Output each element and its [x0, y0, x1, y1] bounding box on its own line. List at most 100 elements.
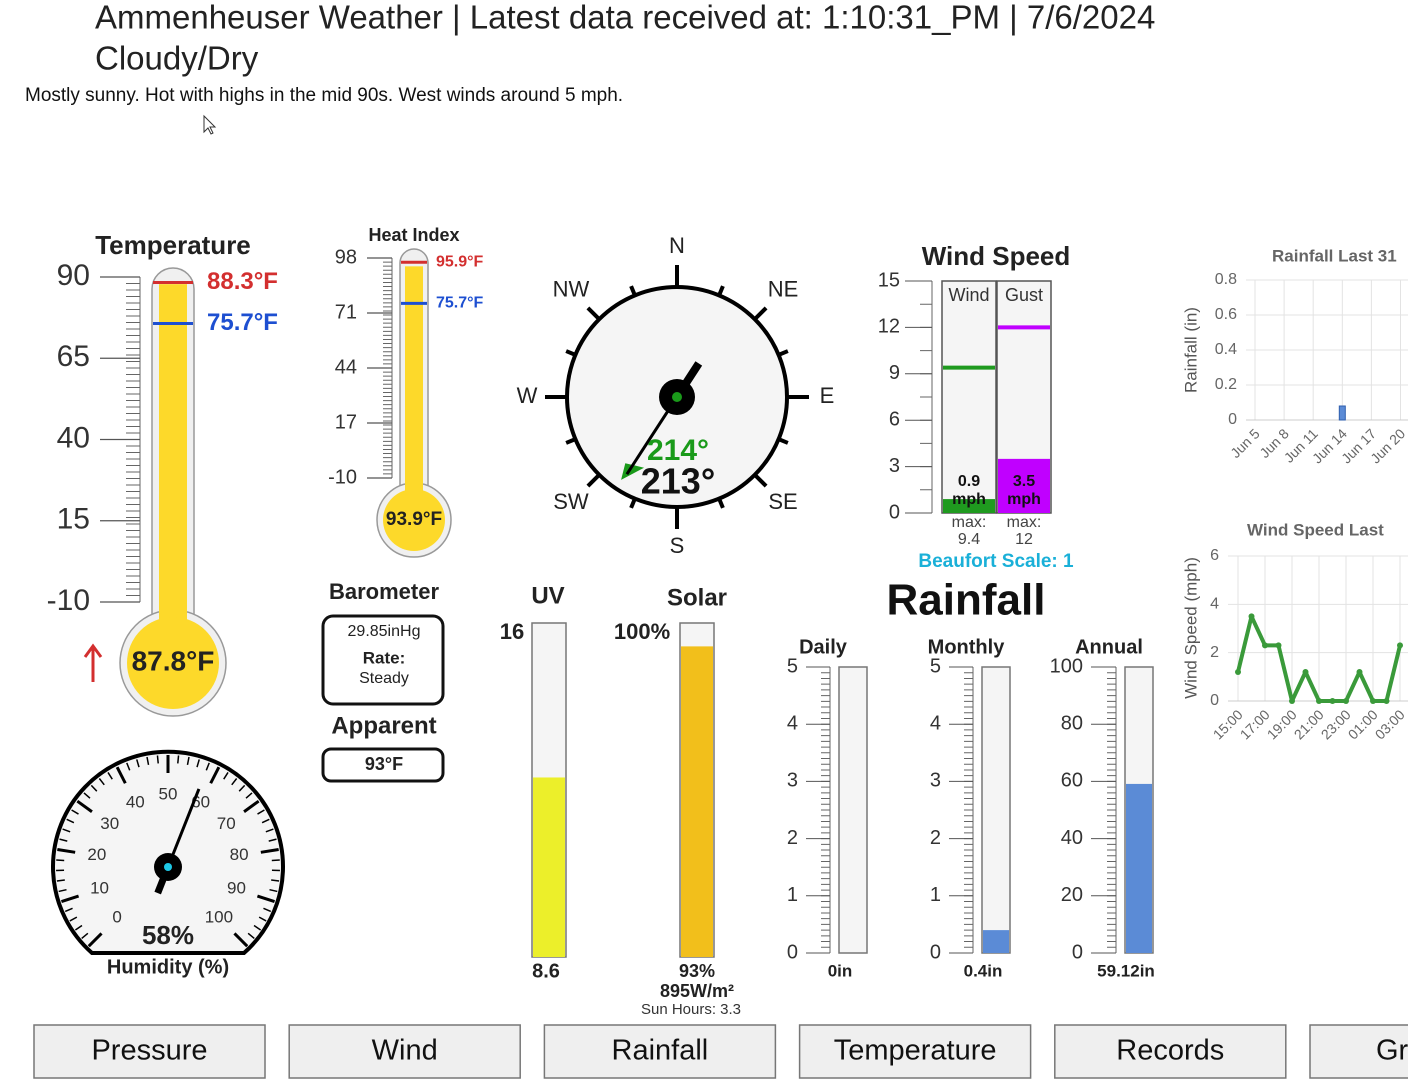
- tick-label: 15: [57, 503, 90, 536]
- tick-label: 4: [787, 712, 798, 734]
- condition: Cloudy/Dry: [95, 40, 259, 77]
- barometer-reading: 29.85inHg: [348, 623, 421, 640]
- tick-label: 6: [889, 408, 900, 430]
- dial-major-tick: [256, 894, 275, 904]
- wind-header: Wind: [948, 285, 989, 305]
- nav-button[interactable]: Gr: [1309, 1024, 1408, 1079]
- tick-label: 0: [930, 941, 941, 963]
- max-label: max:: [1007, 514, 1042, 531]
- nav-button-bg[interactable]: [798, 1024, 1032, 1079]
- bar: [1338, 405, 1346, 421]
- gauge-title: Heat Index: [368, 225, 459, 245]
- gauge-title: Monthly: [928, 636, 1006, 658]
- x-tick-label: 19:00: [1264, 706, 1300, 742]
- nav-button-bg[interactable]: [33, 1024, 266, 1079]
- nav-button-bg[interactable]: [543, 1024, 777, 1079]
- chart-title: Rainfall Last 31: [1272, 246, 1397, 265]
- solar-irradiance: 895W/m²: [660, 981, 734, 1001]
- point: [1343, 698, 1349, 704]
- sun-hours: Sun Hours: 3.3: [641, 1001, 741, 1018]
- tick-label: 98: [335, 246, 357, 268]
- gauge-title: Daily: [799, 636, 848, 658]
- dial-label: 100: [205, 907, 233, 926]
- gauge-title: Barometer: [329, 579, 439, 604]
- page-title: Ammenheuser Weather | Latest data receiv…: [95, 0, 1155, 36]
- mercury: [405, 266, 423, 520]
- current-value: 87.8°F: [132, 645, 215, 676]
- nav-button-label[interactable]: Temperature: [834, 1035, 997, 1067]
- tick-label: 17: [335, 411, 357, 433]
- point: [1397, 642, 1403, 649]
- dial-label: 90: [227, 879, 246, 898]
- tick-label: 0: [889, 501, 900, 523]
- y-tick-label: 0.6: [1215, 306, 1237, 323]
- section-title: Rainfall: [887, 576, 1046, 625]
- point: [1370, 698, 1376, 704]
- trend-arrow: [83, 643, 103, 682]
- gust-header: Gust: [1005, 285, 1043, 305]
- nav-button-label[interactable]: Records: [1116, 1035, 1224, 1067]
- tick-label: -10: [328, 466, 357, 488]
- dial-major-tick: [61, 894, 80, 904]
- dial-major-tick: [57, 847, 76, 854]
- dial-label: 70: [217, 814, 236, 833]
- nav-button-label[interactable]: Gr: [1376, 1035, 1408, 1067]
- nav-button-label[interactable]: Pressure: [91, 1035, 207, 1067]
- dial-label: 50: [159, 784, 178, 803]
- tick-label: 2: [930, 827, 941, 849]
- tick-label: 20: [1061, 884, 1083, 906]
- solar-max: 100%: [614, 619, 670, 644]
- tick-label: 60: [1061, 770, 1083, 792]
- tick-label: 5: [930, 655, 941, 677]
- tube: [981, 666, 1011, 954]
- gauge-title: Solar: [667, 584, 727, 611]
- tick-label: 65: [57, 340, 90, 373]
- high-label: 95.9°F: [436, 253, 484, 270]
- gauge-title: UV: [531, 582, 564, 609]
- tick-label: 1: [930, 884, 941, 906]
- mercury-bulb: [383, 489, 445, 551]
- high-label: 88.3°F: [207, 268, 278, 295]
- nav-button[interactable]: Wind: [288, 1024, 521, 1079]
- rain-value: 0in: [828, 961, 853, 980]
- dial-hub-dot: [164, 863, 172, 871]
- y-tick-label: 0: [1228, 411, 1237, 428]
- nav-button-bg[interactable]: [1054, 1024, 1287, 1079]
- hub-dot: [672, 392, 682, 402]
- tick-label: 15: [878, 269, 900, 291]
- y-axis-label: Wind Speed (mph): [1181, 557, 1200, 699]
- apparent-box: [321, 747, 445, 783]
- dial-label: 0: [112, 907, 121, 926]
- dial-label: 10: [90, 879, 109, 898]
- nav-button[interactable]: Pressure: [33, 1024, 266, 1079]
- cardinal-label: N: [669, 233, 685, 258]
- tick-label: 12: [878, 316, 900, 338]
- tick-label: 40: [57, 421, 90, 454]
- tick-label: 3: [930, 770, 941, 792]
- y-tick-label: 2: [1210, 644, 1219, 661]
- tick-label: 9: [889, 362, 900, 384]
- max-value: 9.4: [958, 531, 980, 548]
- nav-button-bg[interactable]: [288, 1024, 521, 1079]
- tick-label: 90: [57, 259, 90, 292]
- point: [1248, 613, 1255, 620]
- nav-button-label[interactable]: Wind: [372, 1035, 438, 1067]
- dial: [51, 749, 285, 955]
- gauge-title: Apparent: [331, 712, 436, 739]
- tick-label: 80: [1061, 712, 1083, 734]
- point: [1329, 698, 1336, 704]
- humidity-value: 58%: [142, 920, 194, 950]
- point: [1235, 669, 1241, 675]
- nav-button-label[interactable]: Rainfall: [612, 1035, 709, 1067]
- cardinal-label: NW: [553, 277, 590, 302]
- nav-button[interactable]: Temperature: [798, 1024, 1032, 1079]
- bar-fill: [533, 777, 565, 957]
- x-tick-label: 21:00: [1291, 706, 1327, 742]
- wind-value-box: 0.9 mph: [952, 473, 986, 508]
- nav-button-bg[interactable]: [1309, 1024, 1408, 1079]
- tick-label: 3: [787, 770, 798, 792]
- low-label: 75.7°F: [436, 295, 484, 312]
- nav-button[interactable]: Rainfall: [543, 1024, 777, 1079]
- nav-button[interactable]: Records: [1054, 1024, 1287, 1079]
